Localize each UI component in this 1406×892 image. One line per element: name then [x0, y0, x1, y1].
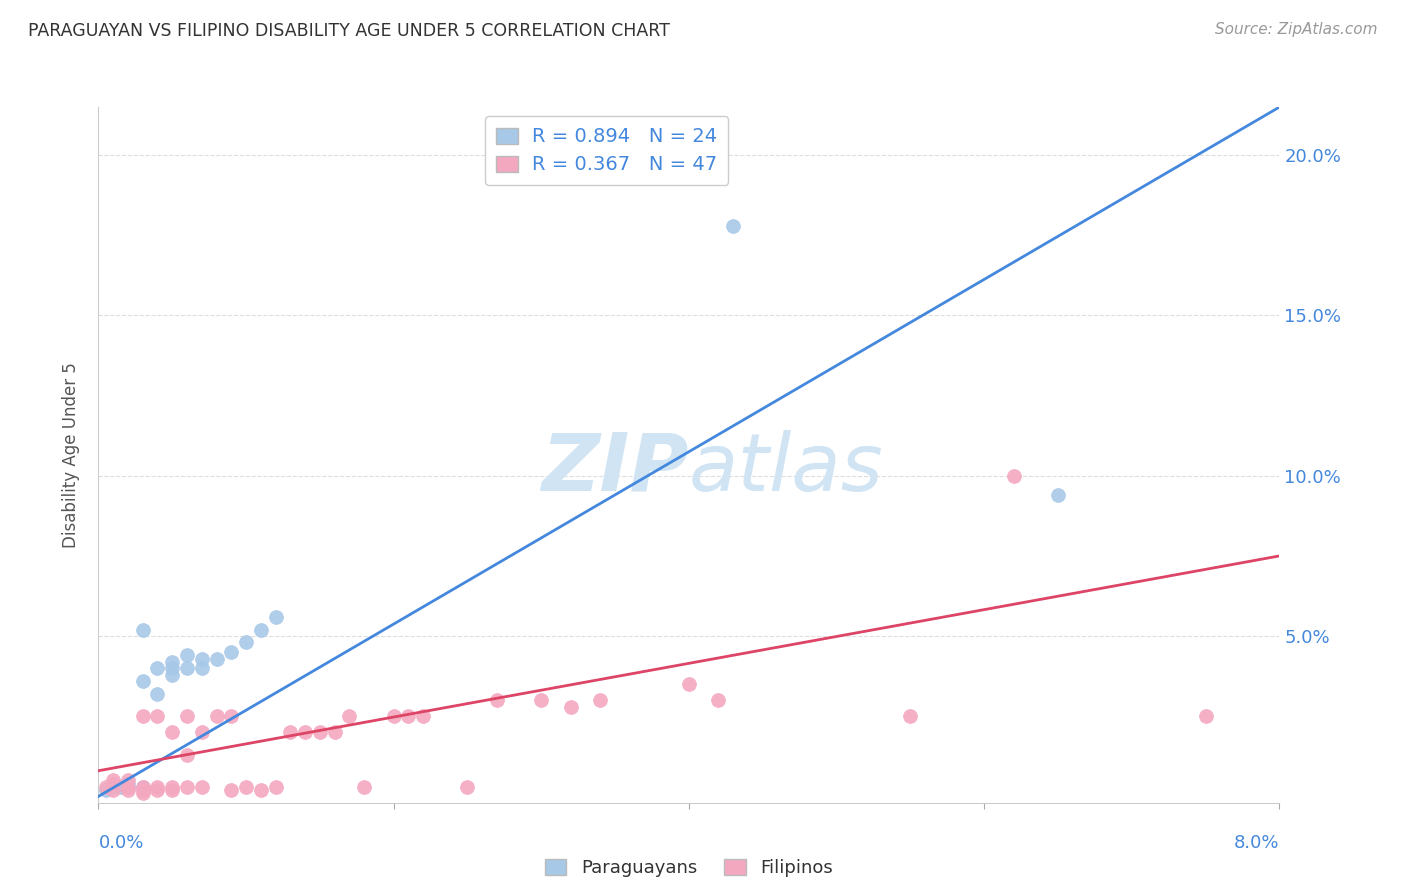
Text: 8.0%: 8.0% [1234, 834, 1279, 852]
Point [146, 780, 169, 794]
Point [456, 780, 478, 794]
Point [900, 709, 922, 723]
Point [103, 780, 125, 794]
Point [176, 648, 198, 663]
Point [1194, 709, 1216, 723]
Point [250, 623, 273, 637]
Point [146, 687, 169, 701]
Point [721, 219, 744, 233]
Point [219, 709, 242, 723]
Text: PARAGUAYAN VS FILIPINO DISABILITY AGE UNDER 5 CORRELATION CHART: PARAGUAYAN VS FILIPINO DISABILITY AGE UN… [28, 22, 671, 40]
Point [146, 783, 169, 797]
Point [205, 651, 228, 665]
Point [219, 783, 242, 797]
Point [382, 709, 405, 723]
Point [191, 780, 214, 794]
Point [176, 709, 198, 723]
Point [162, 780, 183, 794]
Point [117, 776, 139, 790]
Point [162, 655, 183, 669]
Point [235, 635, 257, 649]
Point [412, 709, 434, 723]
Point [110, 780, 132, 794]
Point [94, 780, 117, 794]
Point [117, 780, 139, 794]
Point [219, 645, 242, 659]
Point [235, 780, 257, 794]
Point [530, 693, 553, 707]
Point [162, 783, 183, 797]
Point [678, 677, 700, 691]
Text: ZIP: ZIP [541, 430, 689, 508]
Point [176, 747, 198, 762]
Point [176, 661, 198, 675]
Point [278, 725, 302, 739]
Point [589, 693, 612, 707]
Point [132, 780, 155, 794]
Point [205, 709, 228, 723]
Point [191, 661, 214, 675]
Legend: Paraguayans, Filipinos: Paraguayans, Filipinos [537, 852, 841, 884]
Point [485, 693, 508, 707]
Point [250, 783, 273, 797]
Point [117, 773, 139, 788]
Point [117, 780, 139, 794]
Point [117, 783, 139, 797]
Point [162, 725, 183, 739]
Point [176, 780, 198, 794]
Text: atlas: atlas [689, 430, 884, 508]
Point [396, 709, 419, 723]
Text: Source: ZipAtlas.com: Source: ZipAtlas.com [1215, 22, 1378, 37]
Point [560, 699, 582, 714]
Point [103, 773, 125, 788]
Point [132, 786, 155, 800]
Point [103, 783, 125, 797]
Y-axis label: Disability Age Under 5: Disability Age Under 5 [62, 362, 80, 548]
Point [132, 673, 155, 688]
Point [308, 725, 332, 739]
Point [264, 780, 287, 794]
Point [264, 610, 287, 624]
Point [94, 783, 117, 797]
Point [146, 709, 169, 723]
Point [103, 776, 125, 790]
Point [353, 780, 375, 794]
Point [707, 693, 730, 707]
Point [323, 725, 346, 739]
Point [132, 783, 155, 797]
Point [132, 709, 155, 723]
Point [132, 780, 155, 794]
Point [162, 667, 183, 681]
Text: 0.0%: 0.0% [98, 834, 143, 852]
Point [162, 661, 183, 675]
Point [1002, 468, 1025, 483]
Point [294, 725, 316, 739]
Point [337, 709, 360, 723]
Point [132, 623, 155, 637]
Point [191, 725, 214, 739]
Point [1046, 488, 1069, 502]
Point [146, 661, 169, 675]
Point [191, 651, 214, 665]
